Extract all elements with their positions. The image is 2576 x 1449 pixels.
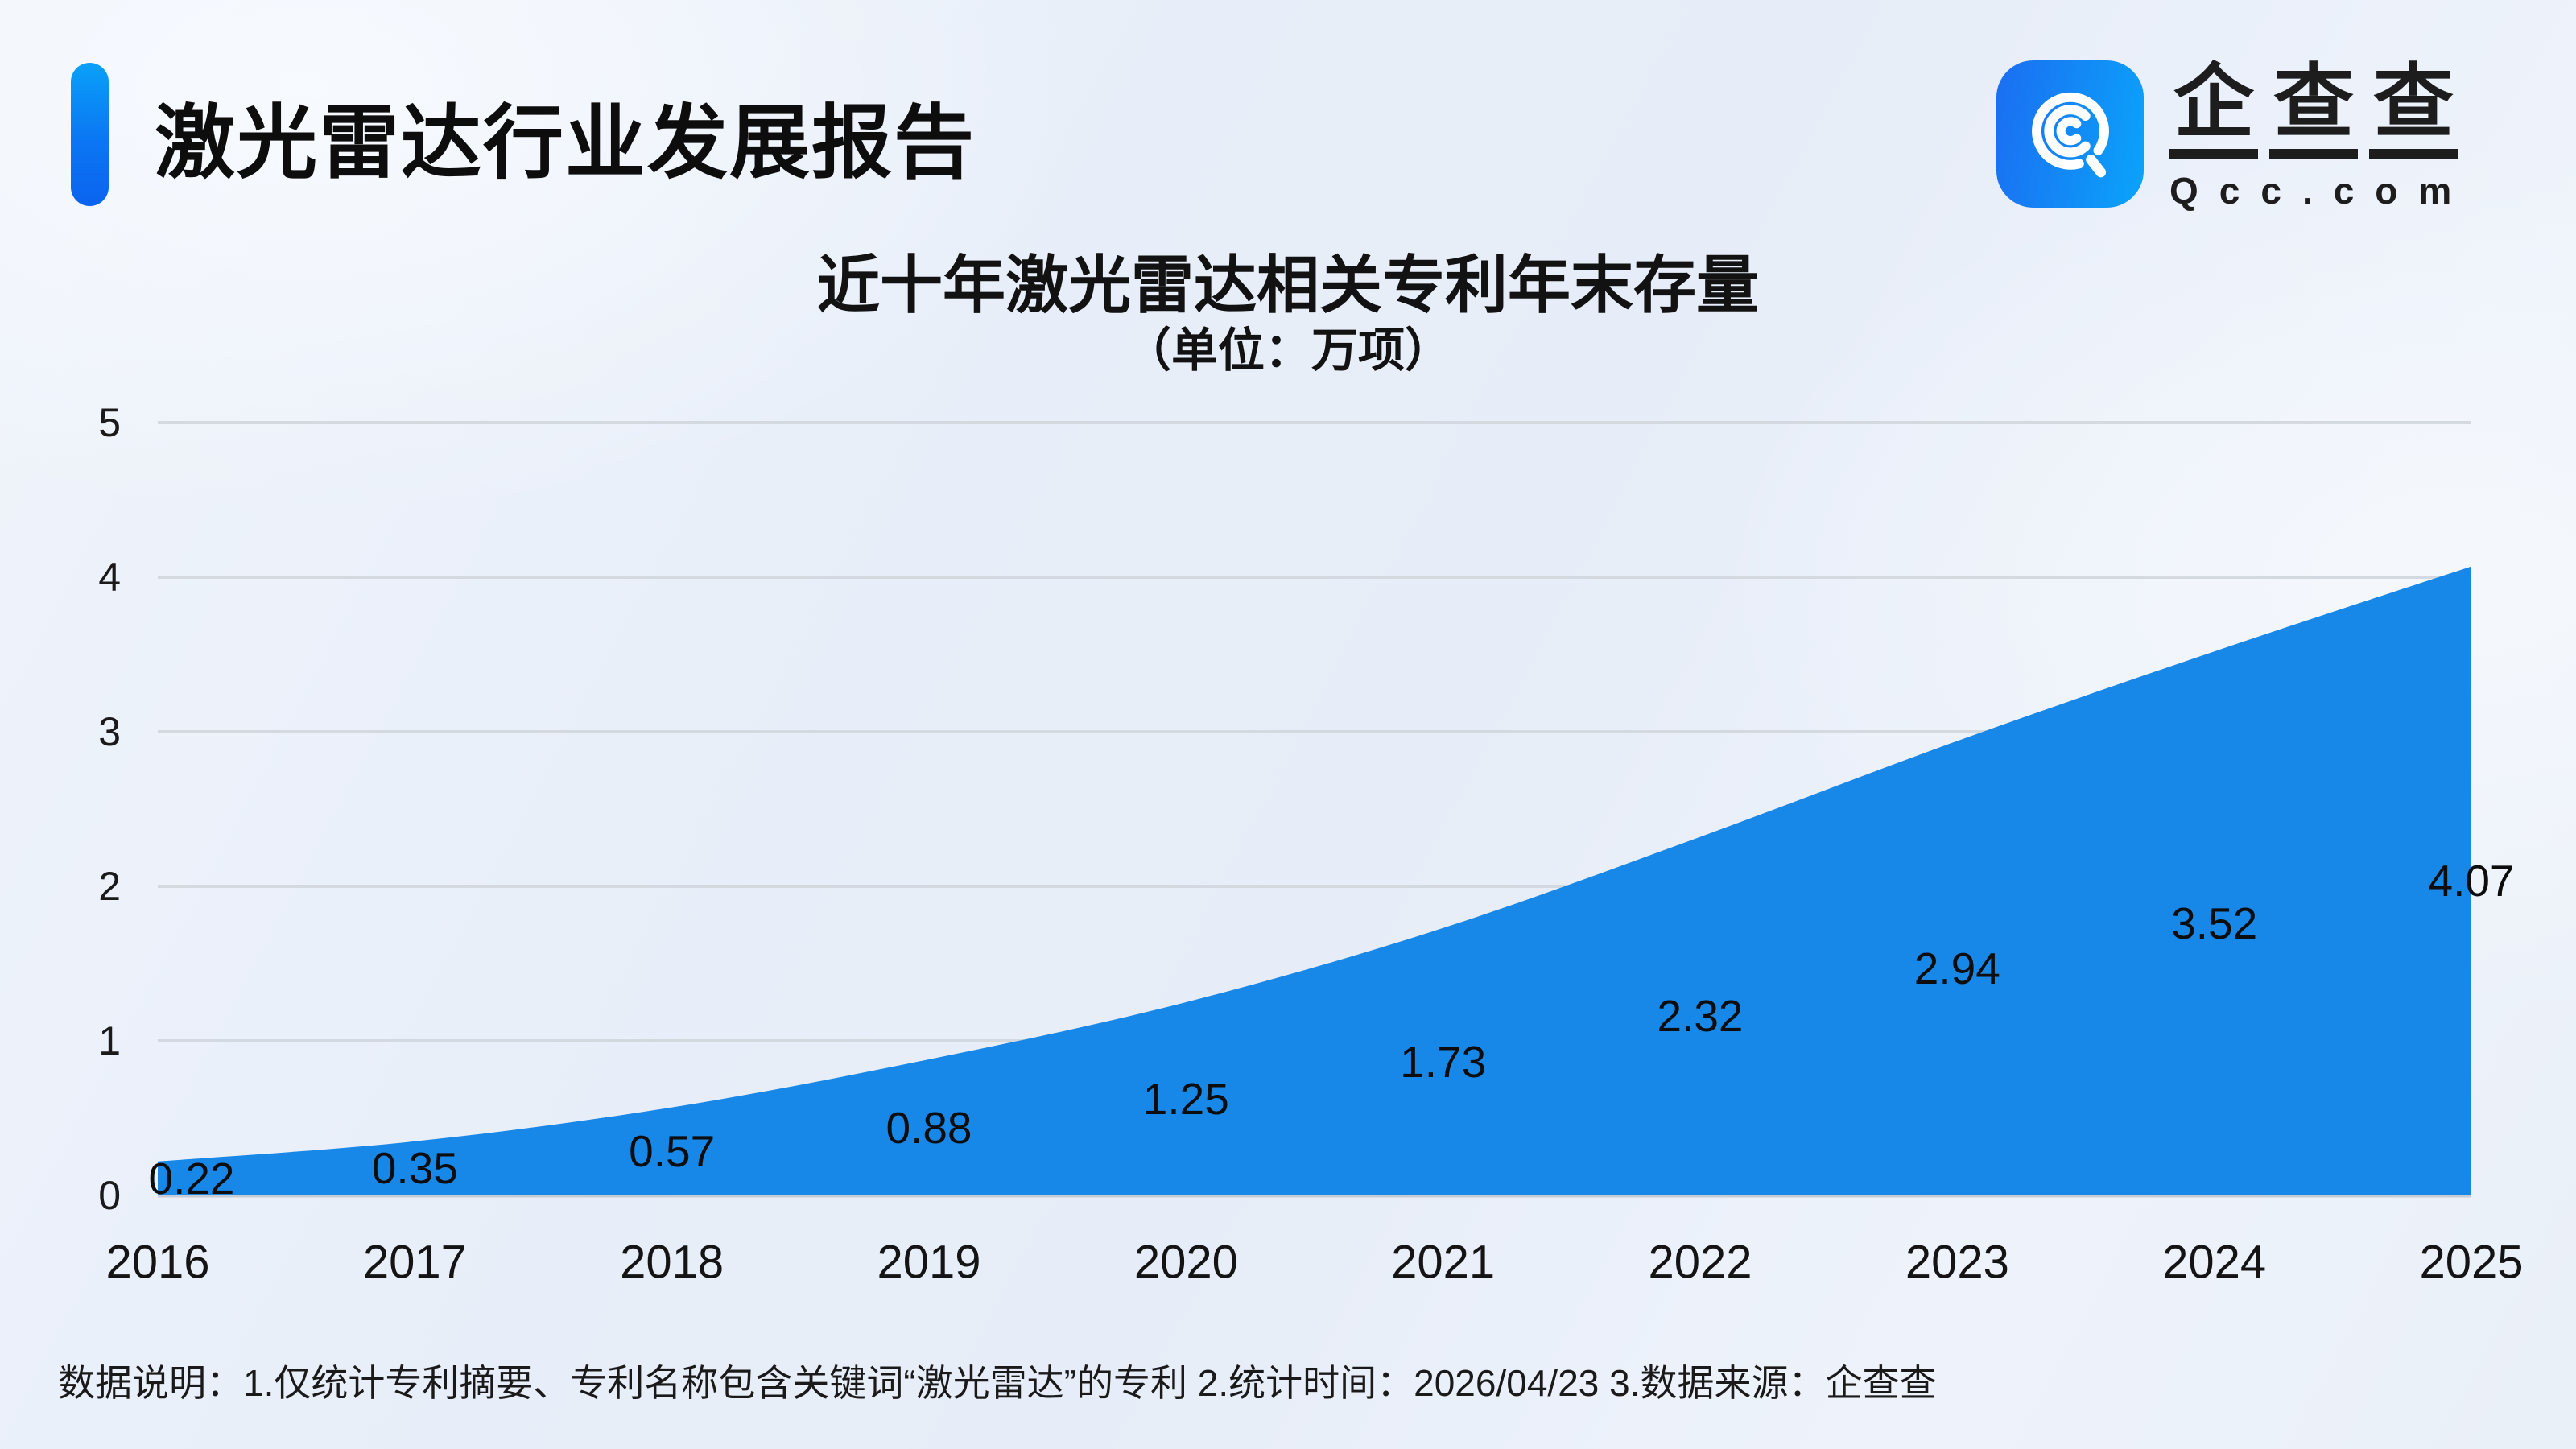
y-tick-label: 4 xyxy=(98,555,121,600)
qcc-logo-icon xyxy=(1996,60,2144,208)
area-series xyxy=(158,566,2471,1195)
x-tick-label: 2023 xyxy=(1905,1236,2009,1289)
y-tick-label: 0 xyxy=(98,1173,121,1218)
x-tick-label: 2024 xyxy=(2162,1236,2267,1289)
x-tick-label: 2022 xyxy=(1648,1236,1752,1289)
logo-char: 企 xyxy=(2169,60,2258,159)
x-tick-label: 2025 xyxy=(2419,1236,2524,1289)
data-label: 1.25 xyxy=(1142,1074,1229,1124)
footer-note: 数据说明：1.仅统计专利摘要、专利名称包含关键词“激光雷达”的专利 2.统计时间… xyxy=(58,1362,1937,1404)
logo-char: 查 xyxy=(2269,60,2358,159)
data-label: 0.88 xyxy=(886,1102,972,1153)
data-label: 2.32 xyxy=(1657,991,1744,1042)
chart-title: 近十年激光雷达相关专利年末存量 xyxy=(816,250,1759,320)
data-label: 2.94 xyxy=(1913,943,2000,993)
data-label: 0.22 xyxy=(148,1153,235,1203)
page-title: 激光雷达行业发展报告 xyxy=(155,98,976,188)
data-label: 0.57 xyxy=(629,1126,716,1177)
magnifier-q-icon xyxy=(2031,92,2109,177)
x-tick-label: 2016 xyxy=(105,1236,210,1289)
y-tick-label: 1 xyxy=(98,1018,121,1063)
chart-subtitle: （单位：万项） xyxy=(1124,324,1451,377)
qcc-logo: 企 查 查 Qcc.com xyxy=(1996,60,2472,213)
title-accent-bar xyxy=(71,63,109,206)
qcc-logo-text: 企 查 查 Qcc.com xyxy=(2169,60,2472,213)
data-label: 1.73 xyxy=(1400,1036,1487,1087)
logo-char: 查 xyxy=(2369,60,2458,159)
x-tick-label: 2019 xyxy=(877,1236,981,1289)
x-tick-label: 2017 xyxy=(362,1236,467,1289)
x-tick-label: 2018 xyxy=(620,1236,724,1289)
data-label: 3.52 xyxy=(2171,898,2258,949)
x-tick-label: 2020 xyxy=(1133,1236,1238,1289)
x-tick-label: 2021 xyxy=(1391,1236,1496,1289)
qcc-logo-cn: 企 查 查 xyxy=(2169,60,2472,159)
data-label: 4.07 xyxy=(2428,856,2515,906)
qcc-logo-domain: Qcc.com xyxy=(2169,170,2473,212)
data-label: 0.35 xyxy=(371,1143,458,1194)
y-tick-label: 3 xyxy=(98,709,121,754)
y-tick-label: 2 xyxy=(98,864,121,909)
y-tick-label: 5 xyxy=(98,400,121,445)
